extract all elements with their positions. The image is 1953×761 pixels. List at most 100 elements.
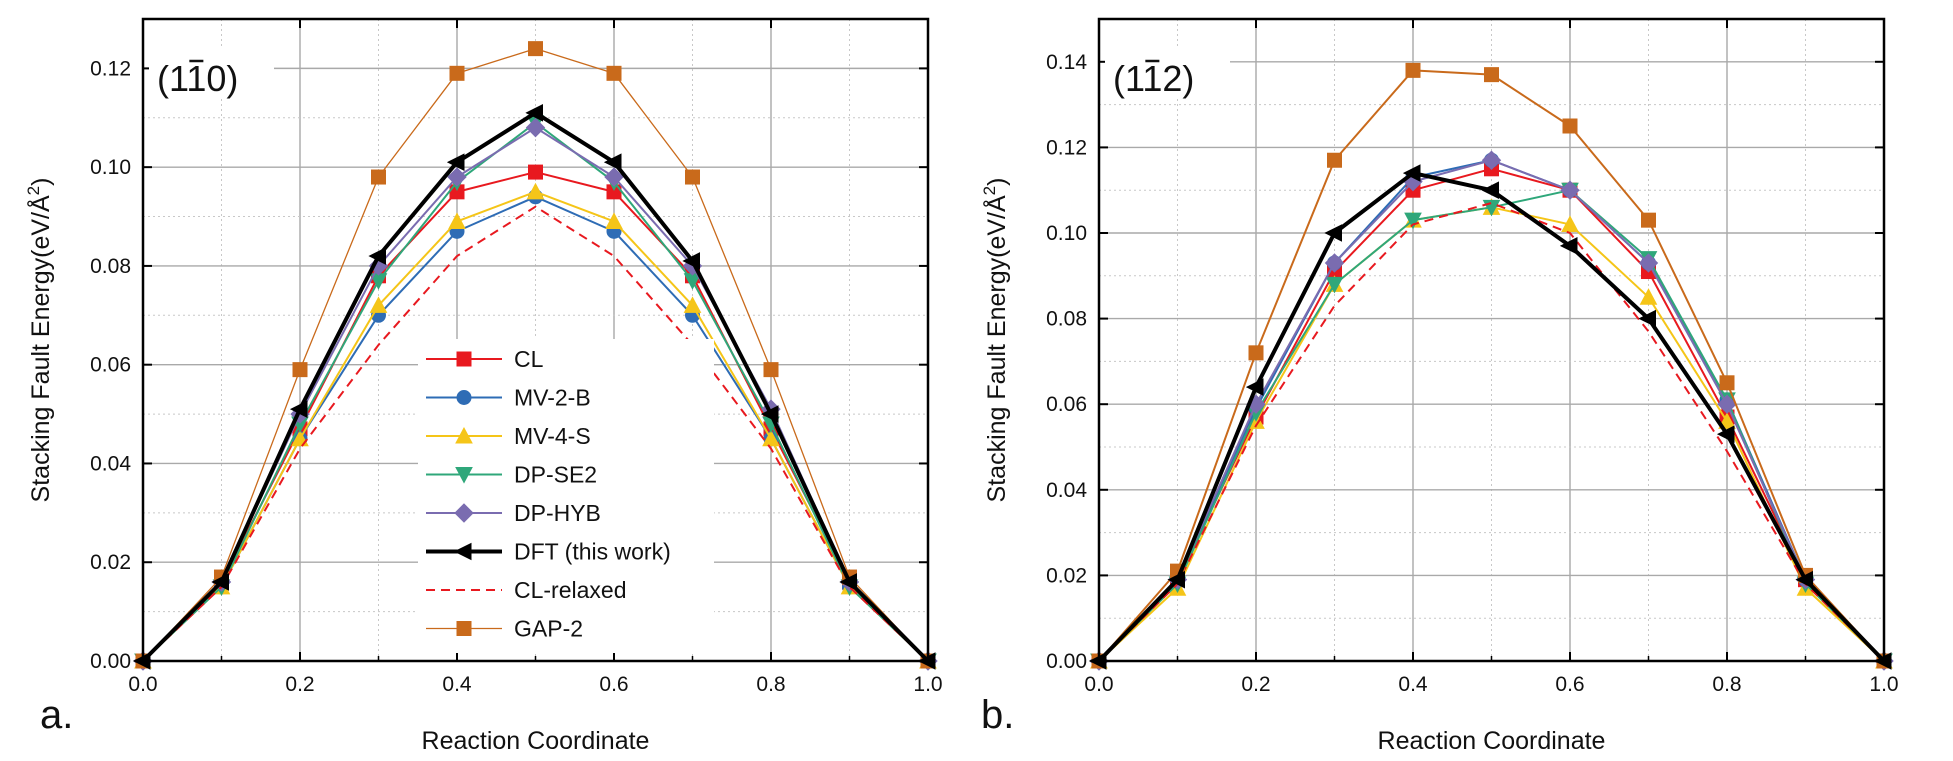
- b-x-axis-label: Reaction Coordinate: [1378, 727, 1606, 755]
- a-x-tick-label: 1.0: [913, 673, 942, 696]
- a-x-axis-label: Reaction Coordinate: [422, 727, 650, 755]
- a-y-tick-label: 0.04: [90, 452, 131, 475]
- b-point-gap-2-4: [1405, 62, 1421, 78]
- a-legend-label-cl: CL: [514, 346, 544, 372]
- a-panel-letter: a.: [40, 693, 73, 737]
- b-point-mv-4-s-6: [1561, 215, 1579, 232]
- a-legend-marker-dp-se2: [455, 467, 473, 484]
- a-legend-label-dp-se2: DP-SE2: [514, 462, 597, 488]
- b-point-dft-6: [1559, 237, 1578, 255]
- b-x-tick-label: 0.8: [1712, 673, 1741, 696]
- b-plane-label-barred: 1: [1142, 58, 1162, 99]
- a-point-dft-8: [760, 405, 779, 423]
- a-y-axis-label-sup: 2: [24, 186, 43, 195]
- a-plane-label-suffix: 0): [206, 58, 238, 99]
- b-point-dp-hyb-6: [1560, 180, 1580, 200]
- b-y-tick-label: 0.10: [1046, 222, 1087, 245]
- a-x-tick-label: 0.4: [442, 673, 472, 696]
- a-point-mv-4-s-3: [369, 296, 388, 313]
- b-y-axis-label-main: Stacking Fault Energy(eV/Å: [981, 195, 1011, 502]
- a-line-cl-relaxed: [142, 205, 929, 662]
- a-y-tick-label: 0.08: [90, 255, 131, 278]
- panel-b-chart: 0.0 0.2 0.4 0.6 0.8 1.0 0.00 0.02 0.04 0.06 0.08 0.…: [980, 17, 1899, 755]
- a-legend-marker-cl: [456, 351, 472, 367]
- b-point-dp-se2-3: [1325, 276, 1344, 294]
- b-point-dp-hyb-5: [1481, 150, 1502, 170]
- b-line-dft: [1097, 171, 1886, 663]
- a-x-tick-label: 0.0: [128, 673, 157, 696]
- b-x-tick-label: 0.4: [1398, 673, 1428, 696]
- a-point-gap-2-4: [449, 65, 465, 81]
- a-point-dp-hyb-6: [604, 167, 624, 187]
- b-x-tick-label: 0.6: [1555, 673, 1584, 696]
- a-x-tick-label: 0.2: [285, 673, 314, 696]
- b-y-tick-label: 0.14: [1046, 51, 1087, 74]
- b-y-tick-label: 0.04: [1046, 479, 1087, 502]
- b-line-cl-relaxed: [1098, 202, 1885, 662]
- a-point-dft-9: [839, 573, 857, 591]
- a-point-dft-2: [289, 400, 308, 418]
- a-point-gap-2-3: [371, 169, 386, 185]
- b-point-dft-3: [1324, 224, 1342, 242]
- b-point-gap-2-3: [1327, 152, 1342, 168]
- b-point-dft-7: [1638, 309, 1656, 328]
- b-y-tick-label: 0.12: [1046, 136, 1087, 159]
- b-plane-label: (112): [1105, 49, 1230, 99]
- a-point-dp-hyb-5: [525, 117, 546, 138]
- a-legend-item-gap-2: GAP-2: [426, 616, 583, 642]
- b-point-gap-2-5: [1484, 67, 1499, 83]
- a-y-axis-label-main: Stacking Fault Energy(eV/Å: [25, 195, 55, 502]
- b-y-tick-label: 0.02: [1046, 564, 1087, 587]
- a-point-dft-1: [211, 573, 229, 591]
- b-x-tick-label: 0.0: [1084, 673, 1113, 696]
- a-legend-item-dft: DFT (this work): [426, 539, 671, 565]
- b-plane-label-text: (112): [1113, 58, 1194, 99]
- b-point-gap-2-7: [1641, 212, 1656, 228]
- a-point-dft-5: [525, 104, 543, 122]
- b-point-dft-1: [1167, 570, 1185, 589]
- b-plane-label-bg: [1105, 49, 1230, 99]
- a-legend-label-dp-hyb: DP-HYB: [514, 500, 601, 526]
- b-point-dft-4: [1402, 164, 1421, 182]
- b-x-tick-label: 1.0: [1869, 673, 1898, 696]
- b-point-dft-5: [1481, 181, 1499, 200]
- a-legend-marker-dft: [453, 542, 472, 561]
- b-y-axis-label: Stacking Fault Energy(eV/Å2): [980, 178, 1011, 503]
- a-point-gap-2-8: [763, 362, 779, 378]
- a-legend-item-mv-4-s: MV-4-S: [426, 423, 591, 449]
- a-y-tick-label: 0.12: [90, 57, 131, 80]
- b-y-tick-label: 0.00: [1046, 650, 1087, 673]
- b-x-tick-label: 0.2: [1241, 673, 1270, 696]
- a-point-mv-4-s-7: [683, 296, 702, 313]
- b-series-dp-se2: [1090, 182, 1893, 671]
- a-point-gap-2-6: [606, 65, 622, 81]
- a-legend-marker-mv-4-s: [455, 426, 473, 444]
- b-point-dft-2: [1245, 378, 1264, 396]
- a-plane-label-bg: [149, 49, 274, 99]
- a-point-mv-4-s-8: [762, 429, 780, 447]
- b-panel-letter: b.: [981, 693, 1014, 737]
- a-plane-label: (110): [149, 49, 274, 99]
- a-y-axis-label-close: ): [27, 178, 55, 186]
- a-point-dp-hyb-4: [447, 167, 467, 187]
- a-legend-item-cl-relaxed: CL-relaxed: [426, 577, 627, 603]
- a-legend-label-mv-4-s: MV-4-S: [514, 423, 591, 449]
- b-y-axis-label-close: ): [983, 178, 1011, 186]
- b-plane-label-prefix: (1: [1113, 58, 1144, 99]
- a-legend: CL MV-2-B MV-4-S DP-SE2 DP-HYB DFT (this work…: [418, 339, 714, 653]
- b-y-tick-label: 0.06: [1046, 393, 1087, 416]
- a-point-gap-2-7: [685, 169, 700, 185]
- a-point-gap-2-2: [292, 362, 308, 378]
- a-plane-label-prefix: (1: [157, 58, 188, 99]
- a-point-mv-4-s-5: [526, 182, 545, 200]
- b-point-dp-hyb-3: [1324, 253, 1345, 273]
- a-y-tick-label: 0.02: [90, 551, 131, 574]
- b-series-dft: [1088, 164, 1892, 670]
- a-x-tick-label: 0.8: [756, 673, 785, 696]
- a-plane-label-barred: 1: [186, 58, 206, 99]
- b-point-mv-4-s-8: [1718, 412, 1736, 429]
- b-point-gap-2-8: [1719, 375, 1735, 391]
- panel-a-chart: 0.0 0.2 0.4 0.6 0.8 1.0 0.00 0.02 0.04 0.06 0.08 0.…: [24, 17, 943, 755]
- b-point-dp-se2-4: [1404, 212, 1422, 230]
